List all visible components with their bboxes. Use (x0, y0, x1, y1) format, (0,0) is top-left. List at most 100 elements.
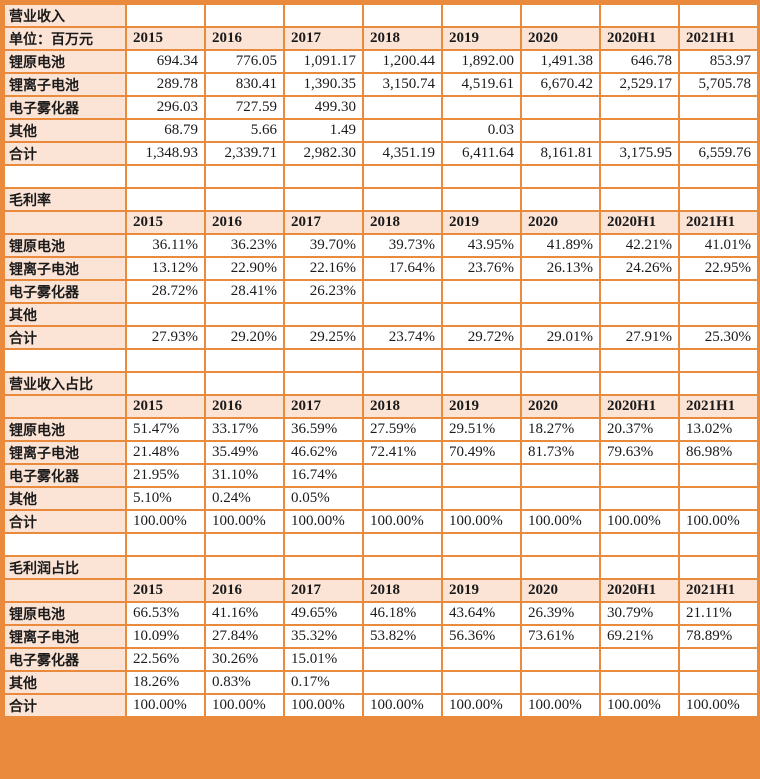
data-cell: 41.89% (520, 233, 601, 258)
data-cell: 26.23% (283, 279, 364, 304)
data-cell: 30.79% (599, 601, 680, 626)
data-cell: 100.00% (125, 693, 206, 718)
table-row: 合计 1,348.93 2,339.71 2,982.30 4,351.19 6,411.… (3, 141, 759, 166)
row-label: 电子雾化器 (3, 95, 127, 120)
section-title-row: 毛利润占比 (3, 555, 759, 580)
spacer-cell (283, 532, 364, 557)
data-cell: 100.00% (599, 509, 680, 534)
data-cell (441, 279, 522, 304)
data-cell: 100.00% (599, 693, 680, 718)
table-row: 锂原电池 694.34 776.05 1,091.17 1,200.44 1,892.00… (3, 49, 759, 74)
data-cell: 1,390.35 (283, 72, 364, 97)
data-cell: 853.97 (678, 49, 759, 74)
table-row: 合计 100.00% 100.00% 100.00% 100.00% 100.00% 100… (3, 693, 759, 718)
data-cell: 20.37% (599, 417, 680, 442)
empty-cell (599, 555, 680, 580)
table-row: 锂离子电池 13.12% 22.90% 22.16% 17.64% 23.76% 26.13… (3, 256, 759, 281)
empty-cell (678, 3, 759, 28)
column-header: 2021H1 (678, 394, 759, 419)
data-cell: 10.09% (125, 624, 206, 649)
financial-table: 营业收入 单位：百万元 2015 2016 2017 2018 2019 2020 2020H1… (3, 3, 759, 718)
data-cell: 0.05% (283, 486, 364, 511)
data-cell: 79.63% (599, 440, 680, 465)
empty-cell (283, 555, 364, 580)
data-cell: 3,175.95 (599, 141, 680, 166)
data-cell (362, 463, 443, 488)
data-cell: 100.00% (204, 509, 285, 534)
spacer-cell (204, 532, 285, 557)
data-cell (441, 647, 522, 672)
data-cell: 70.49% (441, 440, 522, 465)
column-header: 2019 (441, 210, 522, 235)
data-cell: 100.00% (283, 693, 364, 718)
data-cell: 100.00% (441, 509, 522, 534)
data-cell: 24.26% (599, 256, 680, 281)
data-cell (441, 463, 522, 488)
data-cell: 18.27% (520, 417, 601, 442)
column-header: 2015 (125, 210, 206, 235)
column-header: 2019 (441, 26, 522, 51)
column-header: 2021H1 (678, 26, 759, 51)
spacer-cell (520, 164, 601, 189)
row-label: 锂离子电池 (3, 256, 127, 281)
section-title-row: 营业收入 (3, 3, 759, 28)
data-cell: 5,705.78 (678, 72, 759, 97)
data-cell: 30.26% (204, 647, 285, 672)
column-header: 2016 (204, 578, 285, 603)
data-cell (520, 647, 601, 672)
data-cell: 51.47% (125, 417, 206, 442)
data-cell (520, 118, 601, 143)
spacer-cell (678, 532, 759, 557)
data-cell: 35.32% (283, 624, 364, 649)
section-title: 毛利率 (3, 187, 127, 212)
data-cell (362, 647, 443, 672)
row-label: 合计 (3, 509, 127, 534)
table-row: 其他 18.26% 0.83% 0.17% (3, 670, 759, 695)
spacer-cell (125, 164, 206, 189)
spacer-row (3, 348, 759, 373)
empty-cell (520, 555, 601, 580)
data-cell: 694.34 (125, 49, 206, 74)
table-row: 其他 (3, 302, 759, 327)
data-cell: 72.41% (362, 440, 443, 465)
spacer-row (3, 164, 759, 189)
data-cell (520, 670, 601, 695)
data-cell (520, 302, 601, 327)
column-header: 2016 (204, 210, 285, 235)
data-cell: 100.00% (520, 693, 601, 718)
column-header: 2016 (204, 394, 285, 419)
data-cell: 33.17% (204, 417, 285, 442)
column-header: 2017 (283, 394, 364, 419)
data-cell: 100.00% (441, 693, 522, 718)
column-header: 2020H1 (599, 26, 680, 51)
table-row: 电子雾化器 21.95% 31.10% 16.74% (3, 463, 759, 488)
data-cell: 29.25% (283, 325, 364, 350)
data-cell (678, 670, 759, 695)
data-cell: 29.72% (441, 325, 522, 350)
data-cell: 56.36% (441, 624, 522, 649)
spacer-cell (3, 532, 127, 557)
row-label: 锂原电池 (3, 417, 127, 442)
data-cell: 1,348.93 (125, 141, 206, 166)
data-cell (678, 118, 759, 143)
data-cell: 296.03 (125, 95, 206, 120)
data-cell: 17.64% (362, 256, 443, 281)
section-title: 营业收入占比 (3, 371, 127, 396)
data-cell (678, 302, 759, 327)
row-label: 其他 (3, 302, 127, 327)
year-header-row: 单位：百万元 2015 2016 2017 2018 2019 2020 2020H1 2021… (3, 26, 759, 51)
data-cell: 1,200.44 (362, 49, 443, 74)
row-label: 合计 (3, 693, 127, 718)
column-header: 2020H1 (599, 210, 680, 235)
data-cell: 646.78 (599, 49, 680, 74)
data-cell: 727.59 (204, 95, 285, 120)
header-label: 单位：百万元 (3, 26, 127, 51)
data-cell: 22.90% (204, 256, 285, 281)
spacer-cell (362, 164, 443, 189)
empty-cell (204, 371, 285, 396)
data-cell: 18.26% (125, 670, 206, 695)
spacer-cell (678, 348, 759, 373)
empty-cell (520, 371, 601, 396)
empty-cell (441, 3, 522, 28)
data-cell: 27.59% (362, 417, 443, 442)
